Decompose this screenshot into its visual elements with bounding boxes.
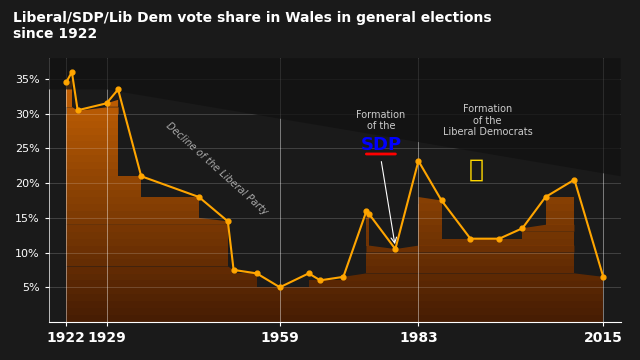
Point: [303, 270, 314, 276]
Polygon shape: [49, 58, 621, 176]
Point: [362, 208, 372, 214]
Point: [338, 274, 348, 280]
Point: [61, 80, 71, 85]
Text: SDP: SDP: [360, 136, 401, 154]
Point: [194, 194, 204, 200]
Point: [228, 267, 239, 273]
Point: [540, 194, 550, 200]
Text: Decline of the Liberal Party: Decline of the Liberal Party: [163, 121, 269, 217]
Point: [113, 86, 124, 92]
Point: [315, 278, 325, 283]
Point: [364, 212, 374, 217]
Point: [252, 270, 262, 276]
Point: [136, 173, 147, 179]
Point: [223, 219, 233, 224]
Text: Formation
of the
Liberal Democrats: Formation of the Liberal Democrats: [443, 104, 532, 137]
Text: 🕊: 🕊: [468, 157, 484, 181]
Text: Liberal/SDP/Lib Dem vote share in Wales in general elections
since 1922: Liberal/SDP/Lib Dem vote share in Wales …: [13, 11, 492, 41]
Point: [598, 274, 609, 280]
Point: [494, 236, 504, 242]
Text: Formation
of the: Formation of the: [356, 110, 406, 131]
Point: [569, 177, 579, 183]
Point: [72, 107, 83, 113]
Point: [436, 198, 447, 203]
Point: [413, 158, 424, 164]
Point: [390, 246, 401, 252]
Point: [101, 100, 111, 106]
Point: [67, 69, 77, 75]
Point: [275, 284, 285, 290]
Point: [465, 236, 476, 242]
Point: [517, 225, 527, 231]
